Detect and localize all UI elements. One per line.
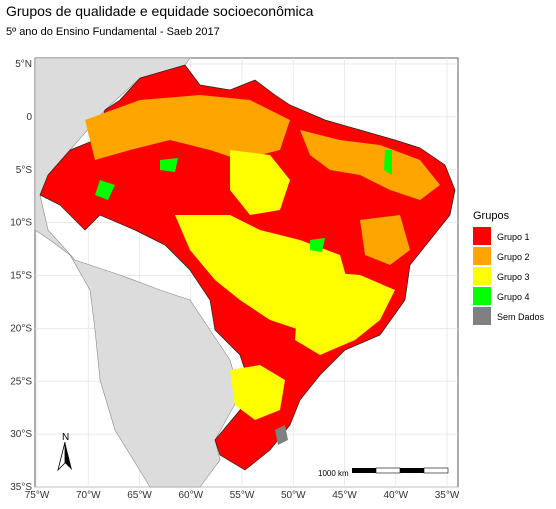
north-arrow: N [57,432,72,472]
legend-label: Grupo 1 [497,232,530,242]
x-tick-label: 75°W [25,490,50,501]
y-tick-label: 25°S [10,376,32,387]
legend-swatch [473,227,491,245]
y-tick-label: 35°S [10,482,32,493]
legend-label: Grupo 3 [497,272,530,282]
x-tick-label: 50°W [281,490,306,501]
legend-label: Sem Dados [497,312,545,322]
legend-swatch [473,287,491,305]
x-tick-label: 70°W [76,490,101,501]
scale-bar: 1000 km [318,467,449,478]
y-tick-label: 10°S [10,218,32,229]
legend-swatch [473,247,491,265]
north-label: N [62,432,69,443]
y-tick-label: 30°S [10,429,32,440]
subtitle: 5º ano do Ensino Fundamental - Saeb 2017 [6,26,220,38]
x-tick-label: 40°W [383,490,408,501]
x-tick-label: 35°W [435,490,460,501]
x-tick-label: 55°W [230,490,255,501]
axis-labels: 75°W 70°W 65°W 60°W 55°W 50°W 45°W 40°W 35°W 5°N 0… [10,59,460,501]
legend-title: Grupos [473,210,510,222]
x-tick-label: 60°W [178,490,203,501]
y-tick-label: 5°S [16,165,33,176]
legend-swatch [473,267,491,285]
y-tick-label: 0 [26,112,32,123]
land [34,57,456,488]
legend-label: Grupo 2 [497,252,530,262]
legend-label: Grupo 4 [497,292,530,302]
legend-swatch [473,307,491,325]
y-tick-label: 20°S [10,323,32,334]
title: Grupos de qualidade e equidade socioecon… [6,3,314,19]
x-tick-label: 65°W [127,490,152,501]
y-tick-label: 15°S [10,271,32,282]
legend: Grupo 1 Grupo 2 Grupo 3 Grupo 4 Sem Dados [473,227,545,325]
scale-label: 1000 km [318,469,349,478]
x-tick-label: 45°W [332,490,357,501]
y-tick-label: 5°N [15,59,32,70]
